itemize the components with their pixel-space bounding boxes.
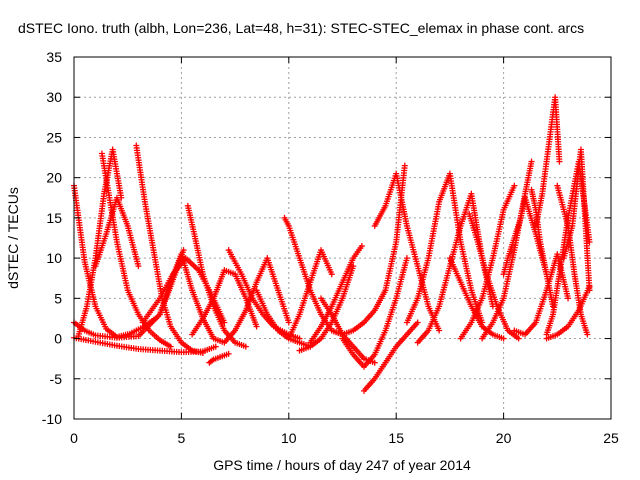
- data-series: [92, 194, 142, 270]
- data-point: [253, 323, 260, 330]
- data-series: [206, 350, 232, 366]
- y-tick-label: 5: [54, 290, 62, 306]
- data-series: [184, 202, 249, 350]
- data-point: [401, 162, 408, 169]
- y-tick-label: -10: [42, 411, 62, 427]
- x-tick-label: 5: [178, 430, 186, 446]
- data-point: [500, 335, 507, 342]
- y-tick-label: -5: [50, 371, 63, 387]
- data-points: [71, 94, 593, 394]
- data-point: [511, 182, 518, 189]
- data-point: [358, 243, 365, 250]
- data-point: [285, 319, 292, 326]
- x-axis-title: GPS time / hours of day 247 of year 2014: [213, 457, 471, 473]
- data-point: [586, 239, 593, 246]
- y-tick-label: 25: [46, 129, 62, 145]
- data-series: [532, 94, 563, 229]
- grid: [74, 57, 611, 419]
- y-tick-label: 30: [46, 89, 62, 105]
- y-axis-title: dSTEC / TECUs: [5, 187, 21, 289]
- x-tick-label: 15: [388, 430, 404, 446]
- data-point: [556, 158, 563, 165]
- data-point: [528, 158, 535, 165]
- data-series: [285, 247, 335, 342]
- data-series: [371, 170, 443, 334]
- data-series: [328, 162, 408, 338]
- data-series: [457, 182, 518, 342]
- y-tick-label: 0: [54, 331, 62, 347]
- data-point: [436, 327, 443, 334]
- data-point: [328, 271, 335, 278]
- plot-frame: [73, 56, 612, 420]
- data-series: [156, 251, 217, 342]
- y-tick-label: 15: [46, 210, 62, 226]
- data-series: [339, 255, 410, 370]
- data-point: [212, 343, 219, 350]
- data-series: [560, 146, 593, 294]
- data-point: [199, 350, 206, 357]
- data-series: [466, 210, 522, 342]
- data-point: [242, 343, 249, 350]
- data-series: [281, 214, 346, 338]
- x-tick-label: 25: [603, 430, 619, 446]
- data-series: [189, 267, 260, 338]
- data-point: [565, 295, 572, 302]
- data-point: [135, 263, 142, 270]
- data-series: [360, 319, 421, 394]
- data-point: [414, 319, 421, 326]
- x-tick-label: 0: [70, 430, 78, 446]
- data-series: [479, 158, 535, 342]
- chart-title: dSTEC Iono. truth (albh, Lon=236, Lat=48…: [18, 20, 584, 36]
- data-series: [543, 283, 593, 342]
- data-series: [446, 255, 507, 342]
- data-series: [307, 243, 365, 346]
- y-tick-label: 20: [46, 170, 62, 186]
- x-tick-label: 20: [496, 430, 512, 446]
- y-axis-ticks: -10 -5 0 5 10 15 20 25 30 35: [42, 49, 611, 427]
- y-tick-label: 10: [46, 250, 62, 266]
- data-point: [584, 331, 591, 338]
- data-series: [98, 150, 174, 350]
- data-series: [554, 182, 591, 338]
- data-point: [180, 247, 187, 254]
- y-tick-label: 35: [46, 49, 62, 65]
- data-series: [210, 255, 292, 346]
- data-point: [403, 255, 410, 262]
- data-point: [586, 287, 593, 294]
- data-point: [167, 343, 174, 350]
- data-point: [515, 335, 522, 342]
- data-point: [371, 359, 378, 366]
- x-axis-ticks: 0 5 10 15 20 25: [70, 57, 619, 446]
- x-tick-label: 10: [281, 430, 297, 446]
- data-point: [225, 350, 232, 357]
